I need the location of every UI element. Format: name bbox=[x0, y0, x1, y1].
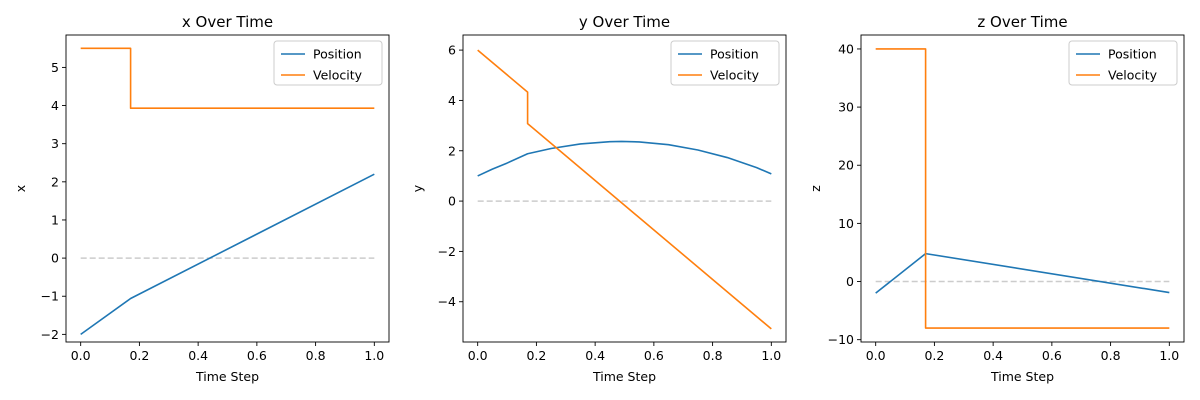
x-tick-label: 0.8 bbox=[703, 348, 723, 363]
y-tick-label: 2 bbox=[51, 174, 59, 189]
x-tick-label: 0.2 bbox=[924, 348, 944, 363]
legend: Position Velocity bbox=[1068, 40, 1178, 86]
legend-label-position: Position bbox=[710, 47, 759, 62]
x-tick-label: 0.0 bbox=[866, 348, 886, 363]
x-tick-label: 0.6 bbox=[247, 348, 267, 363]
x-tick-label: 1.0 bbox=[1159, 348, 1179, 363]
x-tick-label: 0.4 bbox=[188, 348, 208, 363]
chart-title: z Over Time bbox=[977, 13, 1067, 31]
y-tick-label: −2 bbox=[438, 244, 456, 259]
series-line-velocity bbox=[477, 49, 772, 330]
legend-label-velocity: Velocity bbox=[1108, 68, 1158, 83]
chart-title: x Over Time bbox=[182, 13, 273, 31]
series-line-velocity bbox=[875, 48, 1170, 329]
series-line-velocity bbox=[80, 47, 375, 110]
y-tick-label: 30 bbox=[838, 100, 854, 115]
legend-box bbox=[273, 40, 383, 86]
legend: Position Velocity bbox=[670, 40, 780, 86]
plot-frame bbox=[860, 34, 1185, 343]
y-tick-label: −4 bbox=[438, 294, 456, 309]
x-axis-label: Time Step bbox=[195, 369, 259, 384]
subplot-2: y Over Time 0.0 0.2 0.4 0.6 0.8 1.0 −4 −2 0 2 4 6 Tim… bbox=[410, 13, 787, 384]
y-tick-label: 40 bbox=[838, 41, 854, 56]
x-tick-label: 0.4 bbox=[983, 348, 1003, 363]
x-tick-label: 0.8 bbox=[306, 348, 326, 363]
series-line-position bbox=[80, 173, 375, 336]
y-tick-label: 3 bbox=[51, 136, 59, 151]
y-axis-label: y bbox=[410, 184, 425, 192]
y-tick-label: 4 bbox=[448, 93, 456, 108]
x-tick-label: 0.6 bbox=[1042, 348, 1062, 363]
y-tick-label: 0 bbox=[51, 251, 59, 266]
legend-box bbox=[670, 40, 780, 86]
series-line-position bbox=[477, 140, 772, 177]
series-line-position bbox=[875, 252, 1170, 294]
x-tick-label: 0.8 bbox=[1101, 348, 1121, 363]
x-tick-label: 0.0 bbox=[468, 348, 488, 363]
chart-title: y Over Time bbox=[579, 13, 670, 31]
y-tick-label: 4 bbox=[51, 98, 59, 113]
plot-frame bbox=[65, 34, 390, 343]
subplot-1: x Over Time 0.0 0.2 0.4 0.6 0.8 1.0 −2 −1 0 1 2 3 4 5 T… bbox=[13, 13, 390, 384]
y-tick-label: 6 bbox=[448, 43, 456, 58]
legend-label-position: Position bbox=[1108, 47, 1157, 62]
y-tick-label: −1 bbox=[41, 289, 59, 304]
x-tick-label: 1.0 bbox=[761, 348, 781, 363]
y-tick-label: 0 bbox=[448, 194, 456, 209]
legend-label-velocity: Velocity bbox=[313, 68, 363, 83]
y-tick-label: 5 bbox=[51, 60, 59, 75]
y-tick-label: −2 bbox=[41, 327, 59, 342]
legend: Position Velocity bbox=[273, 40, 383, 86]
y-tick-label: −10 bbox=[828, 332, 854, 347]
x-axis-label: Time Step bbox=[592, 369, 656, 384]
plot-frame bbox=[462, 34, 787, 343]
x-tick-label: 0.2 bbox=[526, 348, 546, 363]
y-axis-label: z bbox=[808, 185, 823, 192]
legend-label-position: Position bbox=[313, 47, 362, 62]
subplot-3: z Over Time 0.0 0.2 0.4 0.6 0.8 1.0 −10 0 10 20 30 4… bbox=[808, 13, 1185, 384]
y-tick-label: 1 bbox=[51, 212, 59, 227]
x-tick-label: 0.6 bbox=[644, 348, 664, 363]
x-tick-label: 0.2 bbox=[129, 348, 149, 363]
x-tick-label: 0.4 bbox=[585, 348, 605, 363]
y-tick-label: 0 bbox=[846, 274, 854, 289]
legend-box bbox=[1068, 40, 1178, 86]
x-tick-label: 1.0 bbox=[364, 348, 384, 363]
y-axis-label: x bbox=[13, 185, 28, 192]
legend-label-velocity: Velocity bbox=[710, 68, 760, 83]
y-tick-label: 10 bbox=[838, 216, 854, 231]
x-axis-label: Time Step bbox=[990, 369, 1054, 384]
y-tick-label: 20 bbox=[838, 158, 854, 173]
x-tick-label: 0.0 bbox=[71, 348, 91, 363]
y-tick-label: 2 bbox=[448, 143, 456, 158]
